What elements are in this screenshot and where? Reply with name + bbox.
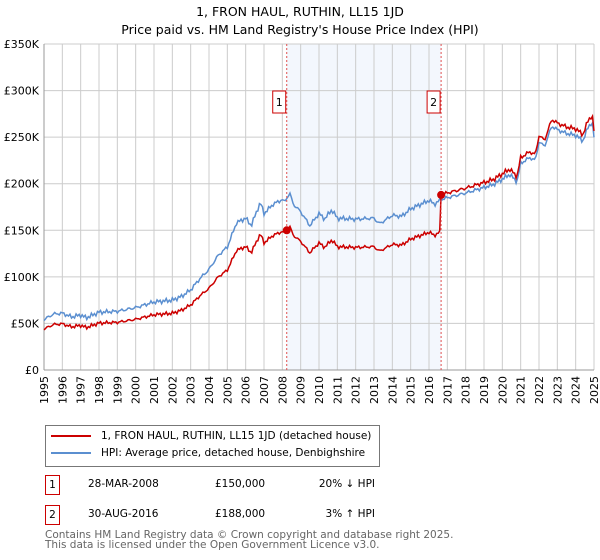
x-tick-label: 1996 xyxy=(56,376,69,404)
x-tick-label: 2022 xyxy=(533,376,546,404)
sale-date: 30-AUG-2016 xyxy=(88,508,159,520)
sale-row: 2 30-AUG-2016 £188,000 3% ↑ HPI xyxy=(45,505,375,525)
footer-line: This data is licensed under the Open Gov… xyxy=(45,539,380,551)
legend-label: 1, FRON HAUL, RUTHIN, LL15 1JD (detached… xyxy=(101,430,372,442)
sale-badge: 1 xyxy=(45,475,60,495)
x-tick-label: 2002 xyxy=(166,376,179,404)
x-tick-label: 2003 xyxy=(185,376,198,404)
x-tick-label: 2011 xyxy=(331,376,344,404)
y-tick-label: £300K xyxy=(4,85,40,98)
x-tick-label: 2005 xyxy=(221,376,234,404)
legend-label: HPI: Average price, detached house, Denb… xyxy=(101,447,366,459)
legend-swatch xyxy=(51,435,91,437)
x-tick-label: 2008 xyxy=(276,376,289,404)
footer-line: Contains HM Land Registry data © Crown c… xyxy=(45,529,454,541)
x-tick-label: 2018 xyxy=(460,376,473,404)
x-tick-label: 2020 xyxy=(496,376,509,404)
plot-area: 1995 1996 1997 1998 1999 2000 2001 2002 2003 2004… xyxy=(4,38,600,404)
x-tick-label: 2009 xyxy=(295,376,308,404)
y-tick-label: £200K xyxy=(4,178,40,191)
footer: Contains HM Land Registry data © Crown c… xyxy=(45,529,454,551)
y-tick-label: £100K xyxy=(4,271,40,284)
x-tick-label: 2013 xyxy=(368,376,381,404)
x-tick-label: 2006 xyxy=(240,376,253,404)
y-tick-label: £150K xyxy=(4,224,40,237)
sale-price: £150,000 xyxy=(215,478,266,490)
sale-hpi: 20% ↓ HPI xyxy=(318,478,375,490)
y-tick-label: £350K xyxy=(4,38,40,51)
x-tick-label: 2014 xyxy=(386,376,399,404)
x-tick-label: 2024 xyxy=(570,376,583,404)
x-tick-label: 1999 xyxy=(111,376,124,404)
x-tick-label: 2001 xyxy=(148,376,161,404)
sale-period-shade xyxy=(286,44,442,370)
chart-title: 1, FRON HAUL, RUTHIN, LL15 1JD xyxy=(196,4,404,19)
x-tick-label: 2016 xyxy=(423,376,436,404)
sale-row: 1 28-MAR-2008 £150,000 20% ↓ HPI xyxy=(45,475,375,495)
sale-marker-label: 2 xyxy=(430,96,437,109)
x-tick-label: 2025 xyxy=(588,376,600,404)
sale-hpi: 3% ↑ HPI xyxy=(325,508,375,520)
x-tick-label: 2019 xyxy=(478,376,491,404)
legend: 1, FRON HAUL, RUTHIN, LL15 1JD (detached… xyxy=(45,425,380,467)
sale-point xyxy=(282,226,291,235)
chart-subtitle: Price paid vs. HM Land Registry's House … xyxy=(121,22,479,37)
sale-price: £188,000 xyxy=(215,508,266,520)
sale-date: 28-MAR-2008 xyxy=(88,478,159,490)
y-tick-label: £250K xyxy=(4,131,40,144)
x-tick-label: 1998 xyxy=(93,376,106,404)
sale-marker-label: 1 xyxy=(276,96,283,109)
property-price-line xyxy=(43,113,595,331)
y-tick-label: £0 xyxy=(25,364,39,377)
x-tick-label: 2004 xyxy=(203,376,216,404)
legend-item-hpi: HPI: Average price, detached house, Denb… xyxy=(51,447,365,459)
sale-point xyxy=(437,190,446,199)
sale-marker-badge xyxy=(272,90,287,114)
sale-badge: 2 xyxy=(45,505,60,525)
x-tick-label: 2007 xyxy=(258,376,271,404)
sale-marker-badge xyxy=(426,90,441,114)
x-tick-label: 2012 xyxy=(350,376,363,404)
legend-item-property: 1, FRON HAUL, RUTHIN, LL15 1JD (detached… xyxy=(51,430,371,442)
legend-swatch xyxy=(51,452,91,454)
x-tick-label: 2021 xyxy=(515,376,528,404)
hpi-line xyxy=(43,120,595,322)
x-tick-label: 2000 xyxy=(130,376,143,404)
x-tick-label: 1995 xyxy=(38,376,51,404)
x-tick-label: 2017 xyxy=(441,376,454,404)
x-tick-label: 2015 xyxy=(405,376,418,404)
x-tick-label: 1997 xyxy=(75,376,88,404)
y-tick-label: £50K xyxy=(11,317,40,330)
x-tick-label: 2023 xyxy=(551,376,564,404)
x-tick-label: 2010 xyxy=(313,376,326,404)
